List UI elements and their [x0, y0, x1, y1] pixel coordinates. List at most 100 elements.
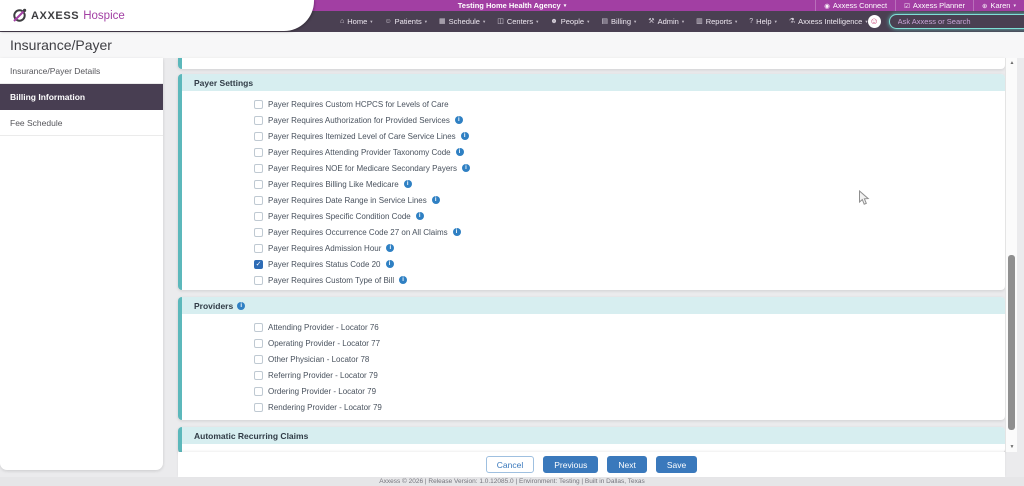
info-icon[interactable]	[403, 180, 412, 188]
checkbox[interactable]	[254, 243, 263, 253]
sidebar-item-fee-schedule[interactable]: Fee Schedule	[0, 110, 163, 136]
checkbox[interactable]	[254, 211, 263, 221]
info-icon[interactable]	[452, 228, 461, 236]
next-button[interactable]: Next	[607, 456, 647, 473]
chevron-down-icon: ▾	[482, 18, 486, 24]
nav-item-label: Billing	[611, 17, 632, 26]
providers-header: Providers	[182, 297, 1005, 314]
automatic-recurring-claims-section: Automatic Recurring Claims	[178, 427, 1005, 453]
chevron-down-icon: ▾	[774, 18, 777, 24]
nav-item-label: Centers	[506, 17, 534, 26]
checkbox-label: Payer Requires Status Code 20	[268, 259, 381, 269]
checkbox-row: Payer Requires Attending Provider Taxono…	[254, 144, 1005, 160]
checkbox-label: Payer Requires Specific Condition Code	[268, 211, 411, 221]
axxess-connect-link[interactable]: ◉ Axxess Connect	[815, 0, 895, 11]
checkbox[interactable]	[254, 354, 263, 364]
nav-item[interactable]: Centers ▾	[497, 17, 539, 26]
nav-item-icon	[601, 18, 608, 25]
checkbox[interactable]	[254, 227, 263, 237]
automatic-recurring-claims-title: Automatic Recurring Claims	[194, 430, 309, 441]
checkbox[interactable]	[254, 338, 263, 348]
providers-checkboxes: Attending Provider - Locator 76 Operatin…	[182, 314, 1005, 415]
info-icon[interactable]	[385, 260, 394, 268]
checkbox[interactable]	[254, 99, 263, 109]
content-scrollbar[interactable]: ▲ ▼	[1005, 58, 1017, 452]
checkbox-label: Payer Requires Attending Provider Taxono…	[268, 147, 451, 157]
form-actions-bar: Cancel Previous Next Save	[178, 452, 1005, 477]
nav-item-label: Home	[347, 17, 368, 26]
nav-item-icon	[439, 18, 446, 25]
checkbox-row: Referring Provider - Locator 79	[254, 367, 1005, 383]
user-avatar-icon: ⊕	[982, 2, 988, 10]
nav-item-icon	[497, 18, 504, 25]
scroll-down-arrow[interactable]: ▼	[1009, 444, 1015, 450]
checkbox[interactable]	[254, 131, 263, 141]
info-icon[interactable]	[455, 148, 464, 156]
previous-button[interactable]: Previous	[543, 456, 599, 473]
connect-icon: ◉	[824, 2, 830, 10]
checkbox[interactable]	[254, 322, 263, 332]
info-icon[interactable]	[386, 244, 395, 252]
search-input[interactable]	[888, 14, 1024, 29]
info-icon[interactable]	[237, 301, 246, 310]
checkbox[interactable]	[254, 259, 263, 269]
nav-item-icon	[648, 18, 654, 25]
info-icon[interactable]	[454, 116, 463, 124]
checkbox-label: Attending Provider - Locator 76	[268, 322, 379, 332]
scrolled-card-sliver	[178, 58, 1005, 69]
nav-item[interactable]: Home ▾	[340, 17, 372, 26]
payer-settings-header: Payer Settings	[182, 74, 1005, 91]
agency-bar: Testing Home Health Agency ▾ ◉ Axxess Con…	[0, 0, 1024, 11]
sidebar-item-billing-information[interactable]: Billing Information	[0, 84, 163, 110]
checkbox-row: Payer Requires Specific Condition Code	[254, 208, 1005, 224]
checkbox-label: Payer Requires Date Range in Service Lin…	[268, 195, 427, 205]
agency-selector[interactable]: Testing Home Health Agency ▾	[458, 0, 566, 11]
nav-item-icon	[385, 18, 392, 25]
checkbox[interactable]	[254, 386, 263, 396]
checkbox[interactable]	[254, 163, 263, 173]
checkbox-row: Attending Provider - Locator 76	[254, 319, 1005, 335]
checkbox[interactable]	[254, 179, 263, 189]
nav-item[interactable]: Axxess Intelligence ▾	[789, 17, 868, 26]
info-icon[interactable]	[415, 212, 424, 220]
axxess-planner-link[interactable]: ☑ Axxess Planner	[895, 0, 973, 11]
checkbox-label: Payer Requires Occurrence Code 27 on All…	[268, 227, 448, 237]
checkbox-label: Payer Requires Authorization for Provide…	[268, 115, 450, 125]
info-icon[interactable]	[399, 276, 408, 284]
checkbox[interactable]	[254, 370, 263, 380]
scroll-up-arrow[interactable]: ▲	[1009, 60, 1015, 66]
info-icon[interactable]	[431, 196, 440, 204]
checkbox-row: Payer Requires Authorization for Provide…	[254, 112, 1005, 128]
nav-item[interactable]: Admin ▾	[648, 17, 685, 26]
checkbox[interactable]	[254, 402, 263, 412]
nav-item-icon	[550, 18, 557, 25]
logo[interactable]: AXXESS Hospice	[0, 0, 314, 31]
info-icon[interactable]	[461, 164, 470, 172]
nav-item[interactable]: Billing ▾	[601, 17, 636, 26]
checkbox[interactable]	[254, 275, 263, 285]
nav-item[interactable]: Schedule ▾	[439, 17, 486, 26]
nav-item[interactable]: Reports ▾	[696, 17, 738, 26]
checkbox[interactable]	[254, 147, 263, 157]
cancel-button[interactable]: Cancel	[485, 456, 535, 473]
chevron-down-icon: ▾	[1013, 2, 1016, 9]
nav-item[interactable]: Patients ▾	[385, 17, 427, 26]
checkbox[interactable]	[254, 195, 263, 205]
checkbox-label: Rendering Provider - Locator 79	[268, 402, 382, 412]
chevron-down-icon: ▾	[536, 18, 539, 24]
scrollbar-thumb[interactable]	[1008, 255, 1015, 430]
checkbox[interactable]	[254, 115, 263, 125]
nav-item[interactable]: Help ▾	[749, 17, 777, 26]
chevron-down-icon: ▾	[865, 18, 868, 24]
nav-item-icon	[789, 18, 795, 25]
nav-item[interactable]: People ▾	[550, 17, 590, 26]
nav-item-icon	[749, 18, 753, 25]
sidebar-item-insurance-payer-details[interactable]: Insurance/Payer Details	[0, 58, 163, 84]
planner-calendar-icon: ☑	[904, 2, 910, 10]
save-button[interactable]: Save	[655, 456, 698, 473]
checkbox-label: Ordering Provider - Locator 79	[268, 386, 377, 396]
info-icon[interactable]	[460, 132, 469, 140]
copyright-footer: Axxess © 2026 | Release Version: 1.0.120…	[0, 477, 1024, 486]
user-menu[interactable]: ⊕ Karen ▾	[973, 0, 1024, 11]
